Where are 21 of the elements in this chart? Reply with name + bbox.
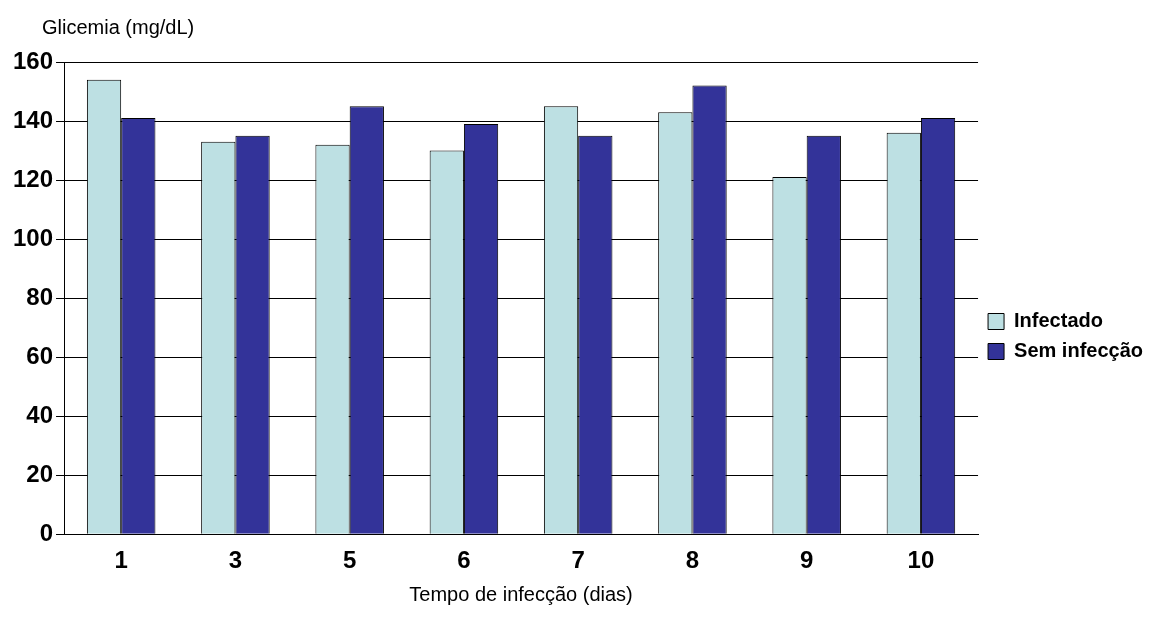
- legend-label: Infectado: [1014, 309, 1103, 332]
- legend-label: Sem infecção: [1014, 339, 1144, 362]
- y-tick-label: 160: [13, 46, 54, 74]
- y-tick-label: 80: [26, 282, 54, 310]
- y-tick-label: 40: [26, 400, 54, 428]
- y-tick-label: 60: [26, 341, 54, 369]
- x-tick-label: 6: [457, 546, 471, 574]
- y-tick-label: 20: [26, 459, 54, 487]
- x-axis-title: Tempo de infecção (dias): [409, 582, 633, 605]
- y-tick-label: 0: [39, 518, 54, 546]
- x-tick-label: 3: [228, 546, 243, 574]
- x-tick-label: 10: [907, 546, 935, 574]
- y-tick-label: 120: [13, 164, 54, 192]
- y-tick-label: 140: [13, 105, 54, 133]
- x-tick-label: 1: [114, 546, 128, 574]
- x-tick-label: 9: [800, 546, 814, 574]
- y-axis-title: Glicemia (mg/dL): [42, 15, 195, 38]
- x-tick-label: 7: [571, 546, 585, 574]
- x-tick-label: 5: [342, 546, 357, 574]
- y-tick-label: 100: [13, 223, 54, 251]
- x-tick-label: 8: [685, 546, 700, 574]
